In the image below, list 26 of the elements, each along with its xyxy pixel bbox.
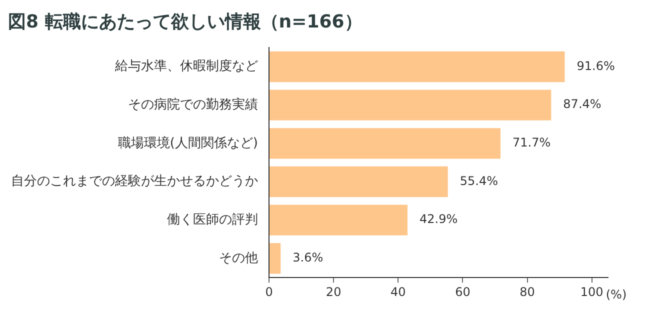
data-label: 55.4% [460,174,498,188]
bar [270,204,408,236]
x-axis-title: (%) [606,288,627,302]
y-tick-label: 給与水準、休暇制度など [114,58,258,74]
data-label: 71.7% [512,136,551,150]
y-tick-label: 自分のこれまでの経験が生かせるかどうか [11,174,258,190]
y-tick-label: 働く医師の評判 [167,212,258,228]
bar [270,90,552,120]
bar [270,243,281,274]
x-tick-label: 40 [390,284,406,299]
bar [270,166,448,198]
y-tick-label: その病院での勤務実績 [128,96,258,112]
data-label: 87.4% [563,97,602,112]
y-tick-label: その他 [219,250,258,266]
chart-title: 図8 転職にあたって欲しい情報（n=166） [8,11,362,32]
data-label: 42.9% [420,212,458,226]
x-tick-label: 100 [580,284,604,299]
bar [270,128,500,159]
bar [270,51,565,82]
x-tick-label: 20 [326,284,342,299]
x-tick-label: 0 [265,284,273,299]
y-tick-label: 職場環境(人間関係など) [118,134,258,151]
x-tick-label: 60 [455,284,470,299]
data-label: 91.6% [576,58,615,73]
x-tick-label: 80 [520,284,535,299]
data-label: 3.6% [292,250,324,265]
